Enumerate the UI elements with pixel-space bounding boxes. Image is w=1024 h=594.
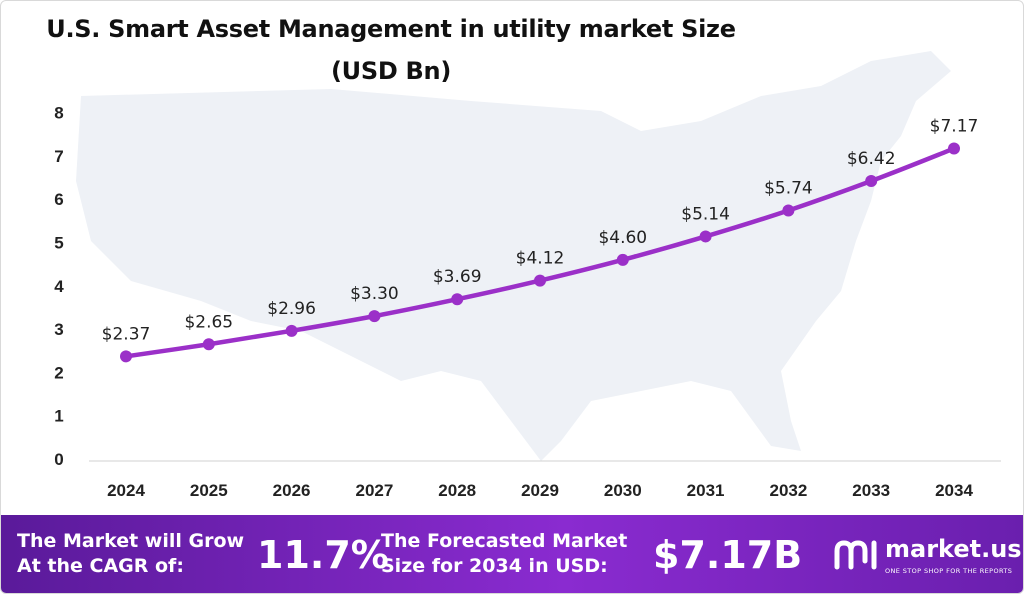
chart-title: U.S. Smart Asset Management in utility m…	[46, 15, 736, 43]
y-axis-ticks: 0 1 2 3 4 5 6 7 8	[54, 104, 64, 469]
cagr-label: The Market will Grow At the CAGR of:	[17, 530, 245, 577]
data-point-marker	[948, 142, 960, 155]
data-point-marker	[616, 253, 629, 266]
data-label: $4.60	[598, 228, 647, 248]
x-tick-label: 2030	[604, 481, 642, 500]
forecast-label: The Forecasted Market Size for 2034 in U…	[381, 530, 628, 577]
x-tick-label: 2029	[521, 481, 559, 500]
data-label: $6.42	[847, 149, 896, 169]
data-label: $2.96	[267, 299, 316, 319]
data-markers	[120, 142, 960, 363]
data-label: $3.30	[350, 284, 399, 304]
y-tick-label: 7	[54, 147, 63, 166]
x-tick-label: 2026	[273, 481, 311, 500]
data-label: $3.69	[433, 267, 482, 287]
data-point-marker	[202, 338, 215, 351]
data-label: $5.74	[764, 178, 813, 198]
x-tick-label: 2027	[355, 481, 393, 500]
data-label: $4.12	[516, 249, 565, 269]
data-point-marker	[120, 350, 132, 363]
x-tick-label: 2034	[935, 481, 973, 500]
y-tick-label: 4	[54, 277, 64, 296]
y-tick-label: 3	[54, 320, 63, 339]
y-tick-label: 1	[54, 407, 63, 426]
brand-name: market.us	[885, 535, 1022, 563]
data-point-marker	[451, 293, 464, 306]
data-point-marker	[865, 175, 878, 188]
x-tick-label: 2024	[107, 481, 145, 500]
y-tick-label: 6	[54, 190, 63, 209]
x-tick-label: 2031	[687, 481, 725, 500]
y-tick-label: 5	[54, 234, 63, 253]
data-label: $7.17	[930, 117, 979, 137]
data-point-marker	[782, 204, 795, 217]
forecast-value: $7.17B	[653, 533, 803, 577]
x-tick-label: 2028	[438, 481, 476, 500]
data-point-marker	[368, 310, 381, 323]
data-point-marker	[534, 274, 546, 287]
data-point-marker	[285, 324, 298, 337]
data-labels: $2.37 $2.65 $2.96 $3.30 $3.69 $4.12 $4.60 $5.14…	[102, 117, 979, 345]
brand-tagline: ONE STOP SHOP FOR THE REPORTS	[885, 567, 1013, 575]
x-tick-label: 2033	[852, 481, 890, 500]
y-tick-label: 0	[54, 450, 63, 469]
x-axis-ticks: 2024 2025 2026 2027 2028 2029 2030 2031 2032 2033…	[107, 481, 973, 500]
x-tick-label: 2032	[769, 481, 807, 500]
footer-banner: The Market will Grow At the CAGR of: 11.…	[1, 515, 1023, 593]
y-tick-label: 8	[54, 104, 63, 123]
cagr-value: 11.7%	[257, 533, 389, 577]
market-us-logo-icon	[834, 540, 877, 570]
y-tick-label: 2	[54, 363, 63, 382]
data-label: $2.65	[184, 312, 233, 332]
us-map-background	[76, 51, 951, 461]
data-label: $2.37	[102, 324, 151, 344]
chart-subtitle: (USD Bn)	[331, 57, 451, 85]
x-tick-label: 2025	[190, 481, 228, 500]
data-label: $5.14	[681, 204, 730, 224]
data-point-marker	[699, 230, 712, 243]
